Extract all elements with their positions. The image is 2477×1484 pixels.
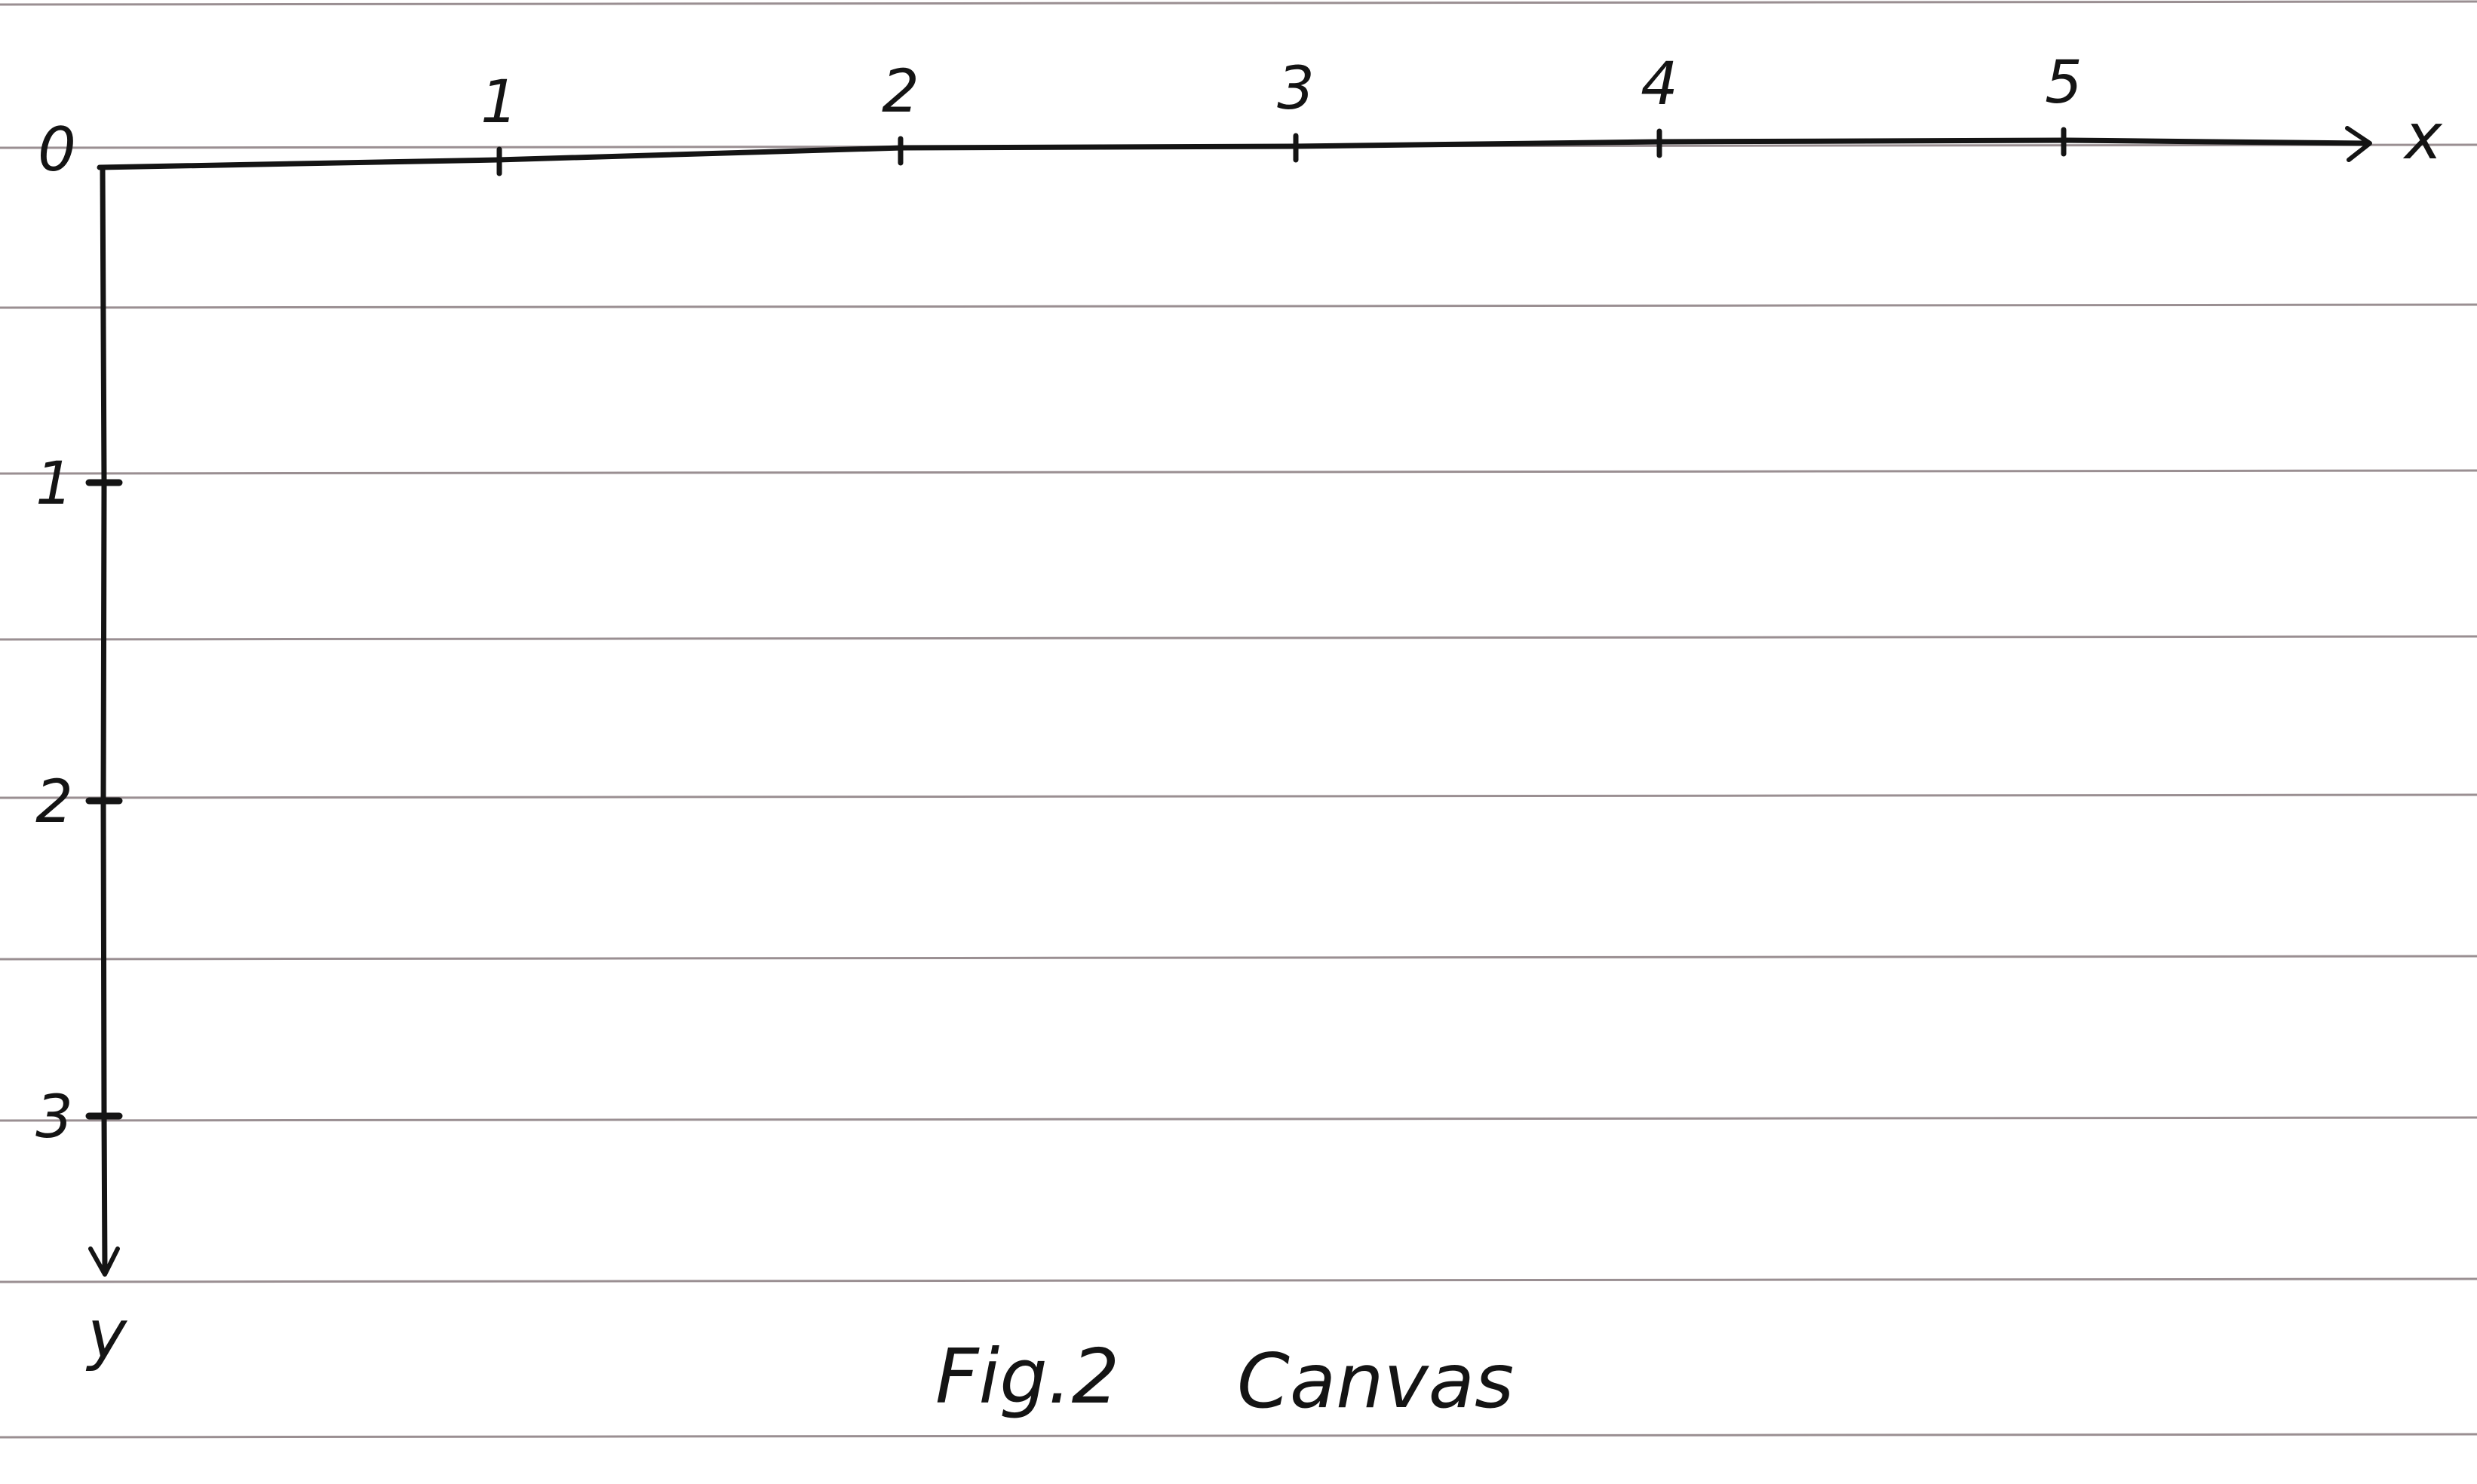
ruled-line bbox=[0, 303, 2477, 309]
x-tick-label: 4 bbox=[1641, 51, 1678, 118]
x-tick-label: 1 bbox=[480, 69, 518, 136]
y-axis-arrowhead bbox=[88, 1246, 120, 1277]
origin-label: 0 bbox=[38, 115, 76, 185]
y-axis-label: y bbox=[85, 1295, 128, 1373]
figure-caption-number: Fig.2 bbox=[935, 1332, 1119, 1421]
ruled-line bbox=[0, 1277, 2477, 1283]
ruled-line bbox=[0, 1116, 2477, 1122]
y-tick-label: 1 bbox=[35, 450, 73, 518]
ruled-line bbox=[0, 0, 2477, 6]
x-tick-label: 3 bbox=[1277, 55, 1315, 123]
x-tick-label: 2 bbox=[882, 58, 919, 126]
ruled-line bbox=[0, 955, 2477, 961]
ruled-line bbox=[0, 635, 2477, 641]
y-tick-label: 3 bbox=[35, 1084, 73, 1151]
x-axis-label: x bbox=[2402, 100, 2443, 173]
figure-caption-title: Canvas bbox=[1237, 1337, 1514, 1425]
y-axis-line bbox=[100, 164, 108, 1273]
y-tick-label: 2 bbox=[35, 768, 73, 836]
y-ticks: 1 2 3 bbox=[35, 450, 123, 1151]
x-axis-arrowhead bbox=[2345, 126, 2372, 162]
ruled-lines bbox=[0, 0, 2477, 1439]
ruled-line bbox=[0, 469, 2477, 475]
x-ticks: 1 2 3 4 5 bbox=[480, 49, 2083, 176]
ruled-line bbox=[0, 1433, 2477, 1439]
x-tick-label: 5 bbox=[2045, 49, 2083, 117]
ruled-line bbox=[0, 793, 2477, 799]
